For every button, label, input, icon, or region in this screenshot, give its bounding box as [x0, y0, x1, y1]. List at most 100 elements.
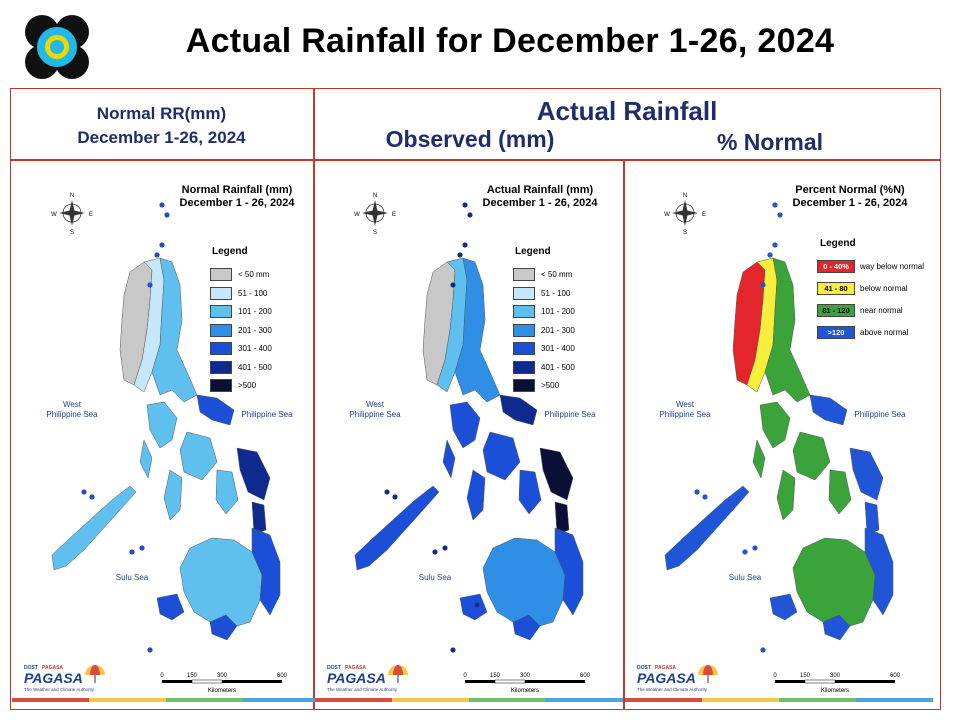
map-panel-percent: N S W E 0 150 300 600 Kilometers Percent Normal (… [625, 160, 925, 708]
legend-row-6: >500 [513, 379, 559, 392]
scale-tick-label: 300 [830, 673, 841, 679]
map-panel-observed: N S W E 0 150 300 600 Kilometers Actual Rainfall … [315, 160, 615, 708]
map-title: Actual Rainfall (mm) December 1 - 26, 202… [465, 184, 615, 210]
map-title: Percent Normal (%N) December 1 - 26, 2024 [775, 184, 925, 210]
legend-swatch [513, 379, 535, 392]
legend-row-3: >120 above normal [817, 326, 908, 339]
legend-label: 101 - 200 [541, 307, 575, 316]
map-svg-percent: N S W E 0 150 300 600 Kilometers [664, 193, 901, 694]
scale-unit-label: Kilometers [511, 688, 539, 694]
small-island [139, 545, 145, 551]
divider-1 [313, 88, 315, 710]
observed-header: Observed (mm) [385, 126, 555, 152]
legend-swatch [210, 305, 232, 318]
sea-label-west: West Philippine Sea [32, 400, 112, 420]
scale-tick-label: 150 [800, 673, 811, 679]
umbrella-icon [698, 665, 718, 683]
region-north_east [454, 257, 501, 403]
sea-label-east: Philippine Sea [241, 410, 293, 419]
legend-row-4: 301 - 400 [210, 342, 272, 355]
scale-unit-label: Kilometers [821, 688, 849, 694]
legend-row-2: 101 - 200 [210, 305, 272, 318]
small-island [159, 242, 165, 248]
pagasa-footer-logo: DOST PAGASA PAGASA The Weather and Climate … [325, 665, 415, 695]
legend-row-4: 301 - 400 [513, 342, 575, 355]
legend-label: 301 - 400 [541, 344, 575, 353]
small-island [694, 489, 700, 495]
compass-w-label: W [354, 212, 360, 218]
small-island [147, 282, 153, 288]
compass-w-label: W [664, 212, 670, 218]
legend-title: Legend [212, 246, 248, 257]
region-mindanao [482, 537, 566, 627]
small-island [467, 212, 473, 218]
legend-label: >500 [238, 381, 257, 390]
map-title-line2: December 1 - 26, 2024 [179, 197, 295, 209]
small-island [81, 489, 87, 495]
small-island [784, 602, 790, 608]
small-island [89, 494, 95, 500]
small-island [702, 494, 708, 500]
footer-agency-top: DOST [327, 665, 341, 671]
legend-row-5: 401 - 500 [513, 360, 575, 374]
region-north_east [151, 257, 198, 403]
footer-color-bar [469, 698, 546, 702]
legend-swatch: 0 - 40% [817, 260, 855, 273]
legend-label: < 50 mm [541, 270, 573, 279]
legend-swatch [210, 286, 232, 300]
region-east [809, 394, 848, 426]
legend-row-2: 81 - 120 near normal [817, 304, 903, 317]
scale-bar: 0 150 300 600 Kilometers [160, 673, 287, 694]
region-samar [849, 447, 884, 535]
legend-label: 51 - 100 [238, 288, 268, 298]
legend-swatch [210, 379, 232, 392]
footer-agency-top: DOST [24, 665, 38, 671]
page-title: Actual Rainfall for December 1-26, 2024 [185, 22, 835, 60]
legend-row-6: >500 [210, 379, 256, 392]
map-title-line2: December 1 - 26, 2024 [792, 197, 908, 209]
scale-tick-label: 0 [463, 673, 467, 679]
small-island [384, 489, 390, 495]
small-island [474, 602, 480, 608]
legend-row-3: 201 - 300 [513, 323, 575, 337]
footer-color-bar [12, 698, 89, 702]
compass-rose: N S W E [354, 193, 396, 236]
map-svg-observed: N S W E 0 150 300 600 Kilometers [354, 193, 591, 694]
scale-tick-label: 0 [773, 673, 777, 679]
region-east [196, 394, 235, 426]
small-island [462, 202, 468, 208]
region-palawan [664, 485, 750, 571]
region-central [442, 401, 542, 521]
legend-swatch [513, 286, 535, 300]
umbrella-icon [388, 665, 408, 683]
sea-west-line1: West [365, 400, 385, 409]
small-island [742, 549, 748, 555]
small-island [129, 549, 135, 555]
scale-tick-label: 0 [160, 673, 164, 679]
footer-color-bar [392, 698, 469, 702]
small-island [392, 494, 398, 500]
legend-label: above normal [860, 328, 909, 337]
legend-swatch [513, 268, 535, 281]
small-island [772, 202, 778, 208]
legend-label: 301 - 400 [238, 344, 272, 353]
scale-tick-label: 150 [490, 673, 501, 679]
region-mindanao_east [156, 527, 281, 641]
footer-color-bar [546, 698, 623, 702]
compass-e-label: E [392, 212, 396, 218]
region-mindanao [792, 537, 876, 627]
footer-agency-small: PAGASA [655, 665, 677, 671]
region-samar [539, 447, 574, 535]
region-mindanao_east [459, 527, 584, 641]
footer-color-bar [243, 698, 320, 702]
sea-west-line2: Philippine Sea [46, 410, 98, 419]
region-mindanao [179, 537, 263, 627]
scale-tick-label: 600 [277, 673, 288, 679]
footer-color-bar [89, 698, 166, 702]
legend-swatch: 41 - 80 [817, 282, 855, 295]
compass-e-label: E [89, 212, 93, 218]
small-island [450, 647, 456, 653]
footer-agency-small: PAGASA [345, 665, 367, 671]
compass-s-label: S [70, 230, 74, 236]
pagasa-footer-logo: DOST PAGASA PAGASA The Weather and Climate … [22, 665, 112, 695]
